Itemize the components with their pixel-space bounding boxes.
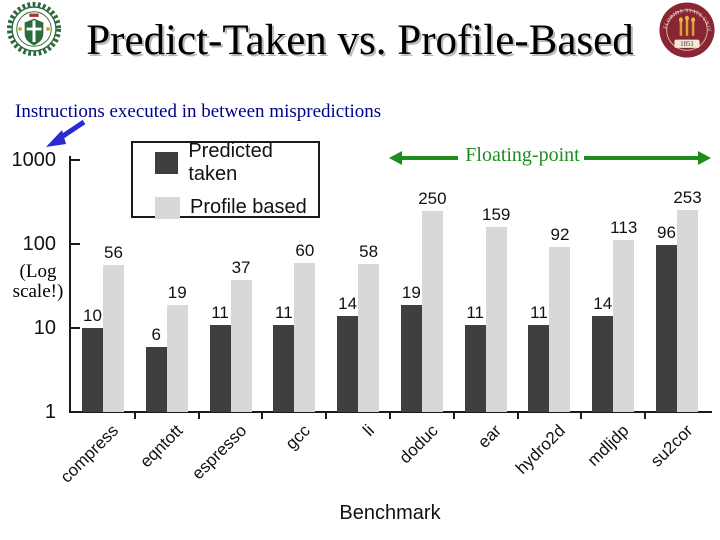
value-label: 253	[673, 188, 702, 208]
bar-ear-profile	[485, 227, 507, 412]
bar-compress-predicted	[82, 328, 103, 412]
value-label: 11	[275, 302, 293, 322]
x-tick	[389, 413, 391, 419]
bar-gcc-profile	[294, 262, 316, 412]
legend-item-profile-based: Profile based	[155, 196, 318, 219]
legend-label: Predicted taken	[188, 140, 273, 185]
x-tick	[133, 413, 136, 419]
value-label: 19	[401, 282, 421, 302]
category-label-doduc: doduc	[395, 421, 442, 468]
value-label: 19	[167, 282, 187, 302]
bar-compress-profile	[103, 265, 124, 412]
x-tick	[516, 413, 519, 419]
value-label: 60	[295, 240, 315, 260]
bar-doduc-profile	[421, 210, 443, 412]
value-label: 11	[211, 302, 229, 322]
bar-su2cor-profile	[677, 210, 699, 412]
x-tick	[580, 413, 583, 419]
university-seal-right-icon: FLORIDA STATE UNIVERSITY 1851	[658, 1, 715, 58]
y-tick-label: 100	[22, 233, 56, 255]
bar-eqntott-profile	[166, 304, 188, 412]
floating-point-label: Floating-point	[465, 144, 580, 166]
value-label: 11	[530, 302, 548, 322]
blue-annotation-arrow-icon	[46, 119, 86, 147]
y-tick-label: 10	[33, 317, 56, 339]
category-label-espresso: espresso	[187, 421, 250, 484]
y-axis-line	[69, 156, 71, 412]
y-tick	[71, 159, 80, 161]
value-label: 14	[593, 293, 613, 313]
value-label: 10	[83, 306, 102, 325]
y-tick-label: 1	[44, 401, 56, 423]
bar-li-predicted	[337, 315, 359, 412]
torches-icon	[678, 15, 696, 36]
university-seal-left-icon	[6, 1, 62, 57]
log-scale-note: (Log scale!)	[12, 261, 64, 302]
value-label: 56	[104, 243, 123, 263]
slide-subtitle: Instructions executed in between mispred…	[15, 101, 382, 122]
value-label: 92	[550, 225, 570, 245]
bar-espresso-profile	[230, 280, 252, 412]
bar-doduc-predicted	[400, 304, 422, 412]
category-label-mdljdp: mdljdp	[583, 421, 633, 470]
category-label-gcc: gcc	[281, 421, 314, 454]
bar-espresso-predicted	[209, 324, 231, 412]
category-label-hydro2d: hydro2d	[512, 421, 569, 478]
category-label-li: li	[358, 421, 378, 440]
bar-li-profile	[358, 263, 380, 412]
category-label-eqntott: eqntott	[136, 421, 187, 472]
bar-mdljdp-predicted	[592, 315, 614, 412]
value-label: 6	[151, 324, 161, 344]
bar-mdljdp-profile	[613, 239, 635, 412]
value-label: 159	[481, 205, 511, 225]
value-label: 37	[231, 258, 251, 278]
chart-legend: Predicted taken Profile based	[131, 140, 320, 219]
x-tick	[261, 413, 264, 419]
profile-based-swatch-icon	[155, 196, 180, 219]
value-label: 14	[338, 293, 358, 313]
y-tick	[71, 243, 80, 245]
value-label: 96	[657, 223, 676, 243]
x-axis-line	[69, 411, 712, 413]
value-label: 11	[466, 302, 484, 322]
category-label-ear: ear	[474, 421, 506, 452]
seal-year-text: 1851	[680, 41, 694, 48]
bar-gcc-predicted	[273, 324, 295, 412]
x-tick	[644, 413, 647, 419]
y-tick	[71, 327, 80, 329]
x-tick	[452, 413, 455, 419]
x-tick	[325, 413, 328, 419]
x-tick	[197, 413, 200, 419]
value-label: 58	[359, 241, 379, 261]
value-label: 250	[418, 188, 447, 208]
bar-hydro2d-profile	[549, 247, 571, 412]
x-axis-title: Benchmark	[339, 502, 441, 524]
bar-ear-predicted	[464, 324, 486, 412]
predicted-taken-swatch-icon	[155, 152, 179, 174]
bar-su2cor-predicted	[656, 245, 678, 412]
category-label-su2cor: su2cor	[646, 421, 697, 471]
legend-label: Profile based	[190, 196, 307, 218]
legend-item-predicted-taken: Predicted taken	[155, 140, 318, 186]
value-label: 113	[610, 217, 638, 237]
floating-point-span-arrows-icon	[389, 151, 711, 165]
category-label-compress: compress	[56, 421, 123, 487]
y-tick-label: 1000	[11, 149, 57, 171]
slide-title: Predict-Taken vs. Profile-Based	[86, 17, 634, 64]
bar-hydro2d-predicted	[528, 324, 550, 412]
bar-eqntott-predicted	[145, 346, 167, 412]
